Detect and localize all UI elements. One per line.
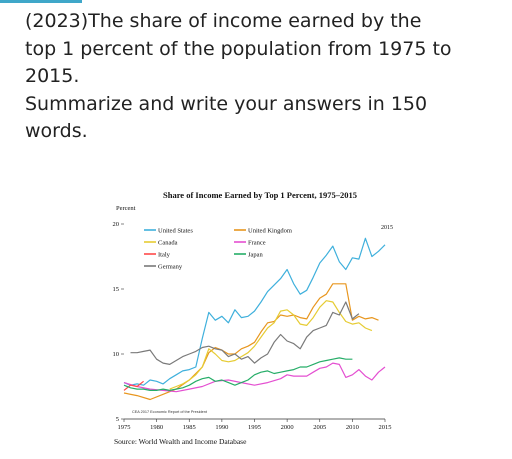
- series-line-united-states: [123, 237, 386, 386]
- chart-title: Share of Income Earned by Top 1 Percent,…: [162, 190, 357, 200]
- legend-label: France: [248, 239, 266, 246]
- chart-figure: Share of Income Earned by Top 1 Percent,…: [110, 188, 410, 453]
- x-tick-label: 2000: [281, 424, 294, 431]
- legend-label: Italy: [158, 251, 171, 258]
- x-tick-label: 2010: [346, 424, 359, 431]
- question-line: top 1 percent of the population from 197…: [25, 37, 452, 60]
- x-tick-label: 1990: [215, 424, 228, 431]
- legend-label: United States: [158, 227, 193, 234]
- top-accent-bar: [0, 0, 82, 3]
- y-tick-label: 5: [116, 416, 119, 423]
- series-line-japan: [123, 357, 353, 391]
- series-line-united-kingdom: [123, 283, 379, 401]
- question-text: (2023)The share of income earned by the …: [25, 8, 495, 146]
- series-line-italy: [123, 380, 144, 391]
- question-line: (2023)The share of income earned by the: [25, 10, 422, 32]
- question-line: 2015.: [25, 65, 80, 87]
- x-tick-label: 1975: [118, 424, 131, 431]
- x-tick-label: 2005: [313, 424, 326, 431]
- y-tick-label: 15: [113, 286, 120, 293]
- legend-label: Canada: [158, 239, 178, 246]
- line-chart: Percent 5 10 15 20 1975 1980 1985 1990 1995 2000 20…: [113, 205, 394, 431]
- legend-label: Germany: [158, 263, 183, 270]
- question-line: Summarize and write your answers in 150: [25, 92, 428, 115]
- series-line-france: [123, 362, 386, 393]
- x-tick-label: 2015: [379, 424, 392, 431]
- top-divider: [0, 0, 512, 3]
- y-tick-label: 20: [113, 221, 120, 228]
- x-tick-label: 1995: [248, 424, 261, 431]
- end-year-label: 2015: [381, 225, 393, 231]
- question-line: words.: [25, 120, 88, 142]
- legend-label: United Kingdom: [248, 227, 292, 234]
- legend-label: Japan: [248, 251, 264, 258]
- chart-source: Source: World Wealth and Income Database: [114, 437, 247, 446]
- series-line-germany: [130, 301, 360, 365]
- x-tick-label: 1985: [183, 424, 196, 431]
- chart-credit: CEA 2017 Economic Report of the Presiden…: [132, 410, 208, 414]
- y-axis-label: Percent: [116, 205, 136, 212]
- y-tick-label: 10: [113, 351, 120, 358]
- x-tick-label: 1980: [150, 424, 163, 431]
- series-line-canada: [169, 300, 373, 390]
